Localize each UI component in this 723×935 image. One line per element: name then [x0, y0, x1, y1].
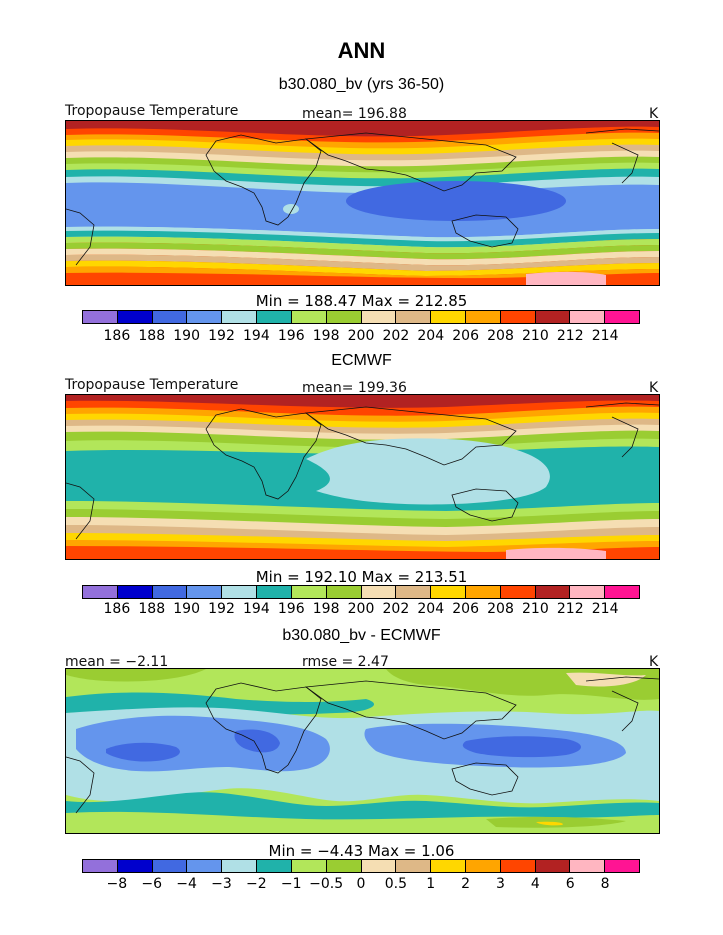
colorbar-tick-label: −2 — [246, 876, 267, 892]
colorbar-tick-label: 188 — [138, 601, 166, 617]
panel-1-variable-label: Tropopause Temperature — [65, 103, 239, 119]
panel-2-min-max: Min = 192.10 Max = 213.51 — [255, 568, 468, 586]
colorbar-tick-label: 196 — [277, 328, 305, 344]
panel-2-mean-label: mean= 199.36 — [302, 380, 407, 396]
colorbar-tick-label: 204 — [417, 328, 445, 344]
colorbar-tick-label: −3 — [211, 876, 232, 892]
colorbar-tick-label: 196 — [277, 601, 305, 617]
colorbar-tick-label: −4 — [176, 876, 197, 892]
colorbar-tick-label: 200 — [347, 328, 375, 344]
colorbar-tick-label: 214 — [591, 601, 619, 617]
colorbar-tick-label: 202 — [382, 601, 410, 617]
colorbar-tick-label: 208 — [487, 601, 514, 617]
panel-1-min-max: Min = 188.47 Max = 212.85 — [255, 292, 468, 310]
colorbar-tick-label: 206 — [452, 328, 479, 344]
panel-1-colorbar-labels: 186 188 190 192 194 196 198 200 202 204 … — [82, 328, 640, 344]
panel-3-rmse-label: rmse = 2.47 — [302, 654, 389, 670]
colorbar-tick-label: 194 — [243, 328, 270, 344]
colorbar-tick-label: 202 — [382, 328, 410, 344]
panel-3-colorbar-labels: −8 −6 −4 −3 −2 −1 −0.5 0 0.5 1 2 3 4 6 8 — [82, 876, 640, 892]
panel-3-map — [65, 668, 660, 834]
colorbar-tick-label: 2 — [461, 876, 471, 892]
colorbar-tick-label: −6 — [141, 876, 163, 892]
panel-1-mean-label: mean= 196.88 — [302, 106, 407, 122]
panel-2-variable-label: Tropopause Temperature — [65, 377, 239, 393]
colorbar-tick-label: 192 — [208, 601, 235, 617]
panel-2-map — [65, 394, 660, 560]
colorbar-tick-label: 212 — [556, 328, 584, 344]
colorbar-tick-label: 192 — [208, 328, 235, 344]
colorbar-tick-label: 0 — [356, 876, 366, 892]
colorbar-tick-label: 3 — [496, 876, 505, 892]
panel-3-mean-label: mean = −2.11 — [65, 654, 169, 670]
colorbar-tick-label: 214 — [591, 328, 619, 344]
colorbar-tick-label: −1 — [280, 876, 302, 892]
colorbar-tick-label: 190 — [173, 328, 200, 344]
colorbar-tick-label: 6 — [565, 876, 575, 892]
colorbar-tick-label: 8 — [600, 876, 610, 892]
colorbar-tick-label: 200 — [347, 601, 375, 617]
panel-1-colorbar — [82, 310, 640, 324]
colorbar-tick-label: 4 — [530, 876, 540, 892]
panel-2-title: ECMWF — [331, 352, 392, 369]
panel-3-min-max: Min = −4.43 Max = 1.06 — [268, 842, 455, 860]
colorbar-tick-label: 210 — [522, 328, 549, 344]
panel-3-colorbar — [82, 859, 640, 873]
colorbar-tick-label: 204 — [417, 601, 445, 617]
panel-2-colorbar-labels: 186 188 190 192 194 196 198 200 202 204 … — [82, 601, 640, 617]
colorbar-tick-label: 190 — [173, 601, 200, 617]
panel-3-units-label: K — [649, 654, 659, 670]
colorbar-tick-label: 212 — [556, 601, 584, 617]
panel-1-units-label: K — [649, 106, 659, 122]
colorbar-tick-label: 194 — [243, 601, 270, 617]
colorbar-tick-label: 1 — [426, 876, 436, 892]
panel-2-colorbar — [82, 585, 640, 599]
colorbar-tick-label: 210 — [522, 601, 549, 617]
panel-1-map — [65, 120, 660, 286]
colorbar-tick-label: 206 — [452, 601, 479, 617]
colorbar-tick-label: −0.5 — [309, 876, 344, 892]
figure-title: ANN — [337, 38, 386, 63]
colorbar-tick-label: 198 — [312, 328, 340, 344]
colorbar-tick-label: 0.5 — [384, 876, 408, 892]
colorbar-tick-label: 186 — [103, 601, 131, 617]
panel-3-title: b30.080_bv - ECMWF — [282, 627, 441, 644]
colorbar-tick-label: 198 — [312, 601, 340, 617]
panel-2-units-label: K — [649, 380, 659, 396]
colorbar-tick-label: 188 — [138, 328, 166, 344]
colorbar-tick-label: −8 — [106, 876, 128, 892]
panel-1-title: b30.080_bv (yrs 36-50) — [278, 76, 445, 93]
colorbar-tick-label: 186 — [103, 328, 131, 344]
colorbar-tick-label: 208 — [487, 328, 514, 344]
